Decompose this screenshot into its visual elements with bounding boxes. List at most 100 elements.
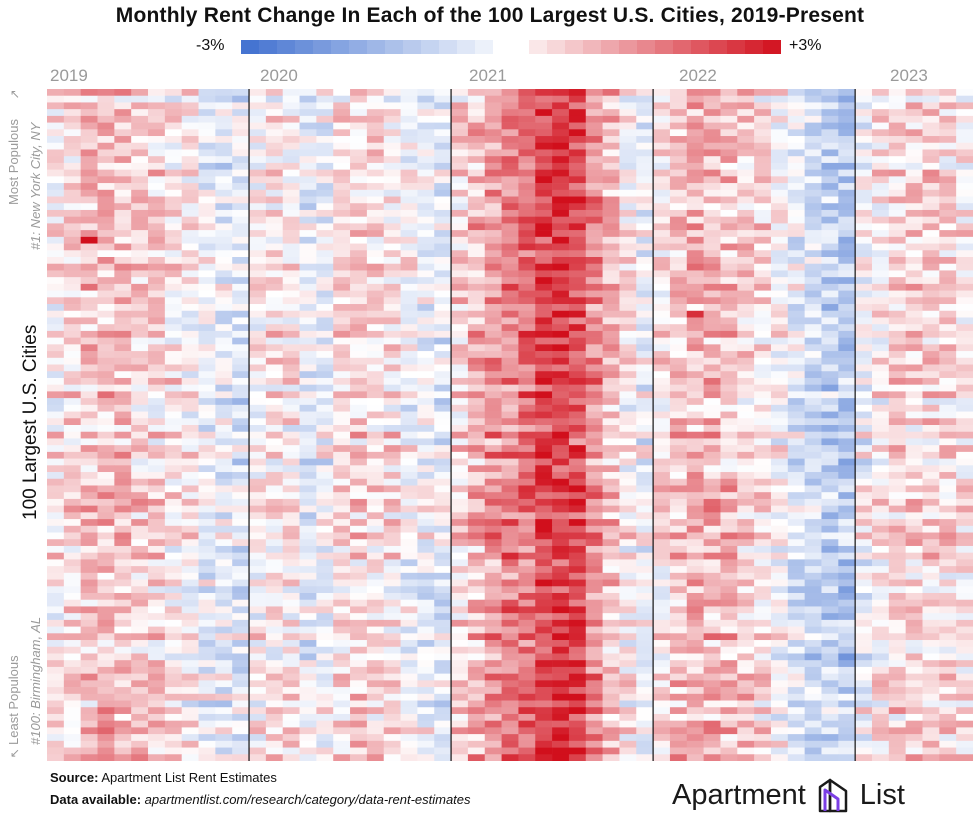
heatmap-cell <box>720 324 738 332</box>
heatmap-cell <box>164 209 182 217</box>
heatmap-cell <box>80 129 98 137</box>
heatmap-cell <box>114 606 132 614</box>
heatmap-cell <box>215 599 233 607</box>
heatmap-cell <box>97 472 115 480</box>
heatmap-cell <box>518 236 536 244</box>
heatmap-cell <box>215 330 233 338</box>
heatmap-cell <box>821 102 839 110</box>
heatmap-cell <box>249 203 267 211</box>
heatmap-cell <box>939 633 957 641</box>
heatmap-cell <box>518 209 536 217</box>
heatmap-cell <box>787 666 805 674</box>
heatmap-cell <box>164 572 182 580</box>
heatmap-cell <box>922 149 940 157</box>
heatmap-cell <box>838 136 856 144</box>
heatmap-cell <box>198 552 216 560</box>
heatmap-cell <box>350 411 368 419</box>
heatmap-cell <box>956 223 973 231</box>
heatmap-cell <box>619 411 637 419</box>
heatmap-cell <box>821 183 839 191</box>
heatmap-cell <box>181 384 199 392</box>
heatmap-cell <box>787 425 805 433</box>
heatmap-cell <box>737 539 755 547</box>
legend-swatch <box>745 40 763 54</box>
heatmap-cell <box>63 593 81 601</box>
heatmap-cell <box>720 626 738 634</box>
heatmap-cell <box>265 364 284 372</box>
heatmap-cell <box>249 606 267 614</box>
heatmap-cell <box>619 626 637 634</box>
heatmap-cell <box>838 404 856 412</box>
heatmap-cell <box>804 209 822 217</box>
heatmap-cell <box>299 136 317 144</box>
heatmap-cell <box>888 525 906 533</box>
heatmap-cell <box>804 539 822 547</box>
heatmap-cell <box>299 404 317 412</box>
heatmap-cell <box>80 384 98 392</box>
heatmap-cell <box>568 109 587 117</box>
heatmap-cell <box>821 310 839 318</box>
heatmap-cell <box>737 263 755 271</box>
heatmap-cell <box>956 357 973 365</box>
heatmap-cell <box>299 593 317 601</box>
heatmap-cell <box>383 505 401 513</box>
heatmap-cell <box>333 263 351 271</box>
heatmap-cell <box>602 223 620 231</box>
heatmap-cell <box>787 438 805 446</box>
heatmap-cell <box>249 492 267 500</box>
heatmap-cell <box>669 539 688 547</box>
heatmap-cell <box>467 304 486 312</box>
heatmap-cell <box>585 364 603 372</box>
heatmap-cell <box>568 606 587 614</box>
heatmap-cell <box>804 270 822 278</box>
heatmap-cell <box>383 344 401 352</box>
heatmap-cell <box>114 431 132 439</box>
heatmap-cell <box>434 149 452 157</box>
heatmap-cell <box>164 512 182 520</box>
heatmap-cell <box>939 230 957 238</box>
heatmap-cell <box>350 519 368 527</box>
heatmap-cell <box>451 673 469 681</box>
heatmap-cell <box>400 666 418 674</box>
heatmap-cell <box>400 640 418 648</box>
heatmap-cell <box>80 693 98 701</box>
heatmap-cell <box>181 122 199 130</box>
heatmap-cell <box>703 673 721 681</box>
heatmap-cell <box>164 122 182 130</box>
heatmap-cell <box>131 599 149 607</box>
heatmap-cell <box>770 196 789 204</box>
heatmap-cell <box>669 310 688 318</box>
heatmap-cell <box>636 263 654 271</box>
heatmap-cell <box>181 230 199 238</box>
heatmap-cell <box>299 519 317 527</box>
heatmap-cell <box>602 129 620 137</box>
heatmap-cell <box>720 243 738 251</box>
heatmap-cell <box>939 297 957 305</box>
heatmap-cell <box>855 283 873 291</box>
heatmap-cell <box>838 364 856 372</box>
heatmap-cell <box>63 418 81 426</box>
heatmap-cell <box>47 512 65 520</box>
heatmap-cell <box>181 626 199 634</box>
heatmap-cell <box>383 115 401 123</box>
heatmap-cell <box>417 384 435 392</box>
heatmap-cell <box>552 351 570 359</box>
heatmap-cell <box>383 304 401 312</box>
heatmap-cell <box>316 472 334 480</box>
heatmap-cell <box>518 478 536 486</box>
heatmap-cell <box>265 270 284 278</box>
heatmap-cell <box>333 438 351 446</box>
heatmap-cell <box>451 115 469 123</box>
heatmap-cell <box>922 465 940 473</box>
heatmap-cell <box>467 398 486 406</box>
heatmap-cell <box>265 593 284 601</box>
heatmap-cell <box>114 337 132 345</box>
heatmap-cell <box>97 680 115 688</box>
heatmap-cell <box>518 606 536 614</box>
heatmap-cell <box>484 196 502 204</box>
heatmap-cell <box>417 176 435 184</box>
heatmap-cell <box>737 357 755 365</box>
heatmap-cell <box>636 545 654 553</box>
heatmap-cell <box>451 492 469 500</box>
legend-swatch <box>277 40 295 54</box>
